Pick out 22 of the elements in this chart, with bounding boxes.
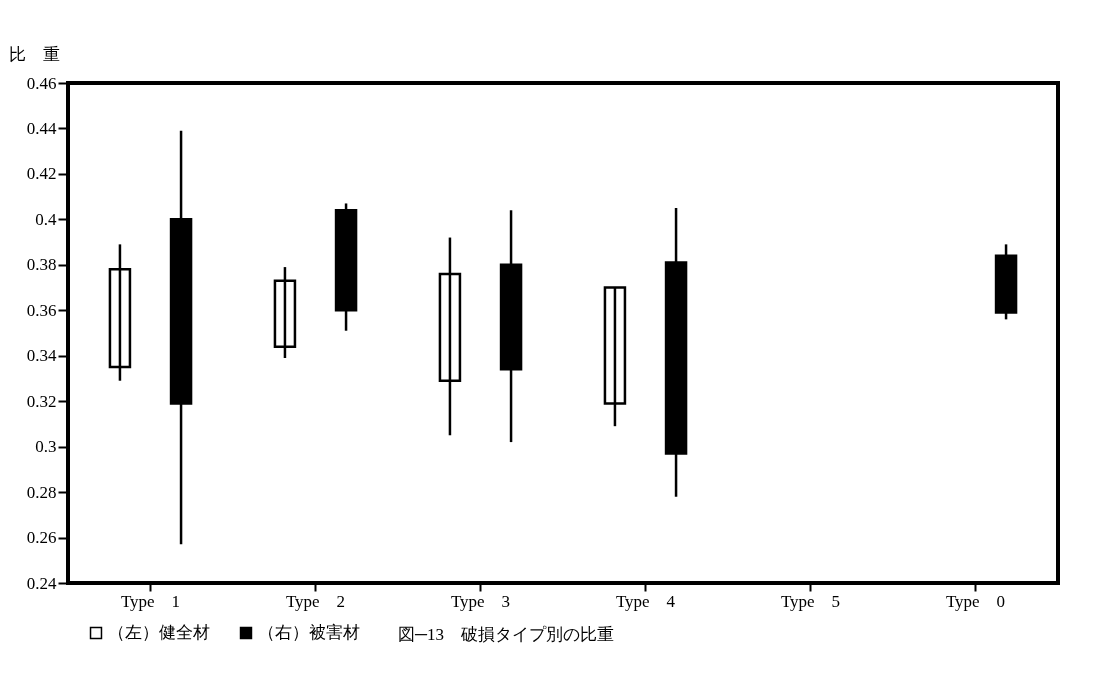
y-tick-label: 0.3 bbox=[35, 437, 57, 457]
y-tick-label: 0.46 bbox=[26, 73, 57, 93]
y-tick-label: 0.26 bbox=[26, 528, 57, 548]
x-tick-label: Type 0 bbox=[945, 591, 1006, 611]
x-tick-label: Type 1 bbox=[120, 591, 181, 611]
legend-label: （左）健全材 bbox=[108, 623, 210, 642]
y-tick-label: 0.32 bbox=[26, 391, 57, 411]
x-tick-label: Type 3 bbox=[450, 591, 511, 611]
legend-label: （右）被害材 bbox=[258, 623, 360, 642]
x-tick-label: Type 2 bbox=[285, 591, 346, 611]
y-tick-label: 0.4 bbox=[35, 209, 57, 229]
y-tick-label: 0.34 bbox=[26, 346, 57, 366]
y-tick-label: 0.42 bbox=[26, 164, 57, 184]
y-tick-label: 0.28 bbox=[26, 482, 57, 502]
x-tick-label: Type 4 bbox=[615, 591, 676, 611]
y-tick-label: 0.24 bbox=[26, 573, 57, 593]
y-tick-label: 0.44 bbox=[26, 118, 57, 138]
y-tick-label: 0.38 bbox=[26, 255, 57, 275]
y-axis-title: 比 重 bbox=[8, 44, 60, 64]
x-tick-label: Type 5 bbox=[780, 591, 841, 611]
y-tick-label: 0.36 bbox=[26, 300, 57, 320]
text: 図─13 破損タイプ別の比重 bbox=[398, 625, 615, 644]
